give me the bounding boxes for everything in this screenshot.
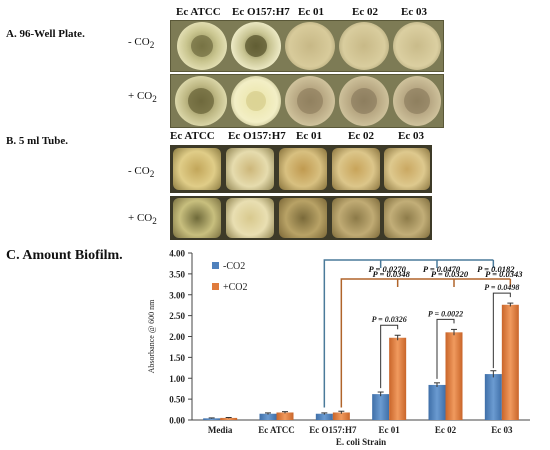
- well-plate-row-minus-co2: [170, 20, 444, 72]
- pair-pvalue-label: P = 0.0022: [428, 309, 463, 318]
- bar-minus-co2: [259, 413, 277, 420]
- y-axis-title: Absorbance @ 600 nm: [147, 299, 156, 374]
- y-tick-label: 0.00: [169, 416, 185, 426]
- bar-plus-co2: [389, 337, 407, 420]
- orange-bracket-pvalue: P = 0.0348: [372, 269, 410, 279]
- well-ec-atcc-plus: [175, 76, 227, 126]
- header-ec-atcc: Ec ATCC: [176, 6, 221, 18]
- panel-b-header-ec-03: Ec 03: [398, 130, 424, 142]
- y-tick-label: 3.50: [169, 269, 185, 279]
- bar-plus-co2: [276, 412, 294, 420]
- panel-a-row-minus: - CO2: [128, 36, 155, 51]
- header-ec-01: Ec 01: [298, 6, 324, 18]
- well-ec-02-plus: [339, 76, 389, 126]
- tube-ec-02-minus: [332, 148, 380, 190]
- y-tick-label: 3.00: [169, 290, 185, 300]
- x-tick-label: Ec 01: [379, 425, 401, 435]
- header-ec-02: Ec 02: [352, 6, 378, 18]
- tube-ec-03-minus: [384, 148, 430, 190]
- panel-b-row-plus: + CO2: [128, 212, 157, 227]
- panel-a-title: A. 96-Well Plate.: [6, 28, 85, 40]
- x-tick-label: Media: [208, 425, 233, 435]
- chart-bars: [203, 302, 519, 420]
- pair-bracket: [436, 318, 455, 379]
- panel-b-header-ec-02: Ec 02: [348, 130, 374, 142]
- legend-label-plus-co2: +CO2: [223, 282, 248, 293]
- chart-labels: 0.00 0.50 1.00 1.50 2.00 2.50 3.00 3.50 4.00 Medi…: [147, 249, 523, 448]
- bar-plus-co2: [445, 332, 463, 420]
- bar-plus-co2: [220, 417, 238, 420]
- tube-ec-o157-minus: [226, 148, 274, 190]
- bar-minus-co2: [428, 384, 446, 420]
- legend-swatch-plus-co2: [212, 283, 219, 290]
- x-tick-label: Ec 02: [435, 425, 457, 435]
- chart-legend: -CO2 +CO2: [212, 261, 248, 293]
- bar-minus-co2: [315, 413, 333, 420]
- tube-ec-atcc-minus: [173, 148, 221, 190]
- orange-bracket-pvalue: P = 0.0343: [485, 269, 523, 279]
- well-plate-row-plus-co2: [170, 74, 444, 128]
- legend-label-minus-co2: -CO2: [223, 261, 245, 272]
- tube-ec-01-plus: [279, 198, 327, 238]
- bar-minus-co2: [484, 374, 502, 420]
- header-ec-03: Ec 03: [401, 6, 427, 18]
- panel-b-header-ec-01: Ec 01: [296, 130, 322, 142]
- tube-ec-03-plus: [384, 198, 430, 238]
- bar-plus-co2: [332, 412, 350, 420]
- panel-b-row-minus: - CO2: [128, 165, 155, 180]
- y-tick-label: 0.50: [169, 395, 185, 405]
- bar-minus-co2: [203, 418, 221, 420]
- panel-b-header-ec-atcc: Ec ATCC: [170, 130, 215, 142]
- x-tick-label: Ec ATCC: [258, 425, 295, 435]
- bar-minus-co2: [372, 394, 390, 420]
- legend-swatch-minus-co2: [212, 262, 219, 269]
- header-ec-o157: Ec O157:H7: [232, 6, 290, 18]
- tube-row-minus-co2: [170, 145, 432, 193]
- well-ec-03-minus: [393, 22, 441, 70]
- blue-bracket-pvalue: P = 0.0182: [477, 264, 515, 274]
- x-tick-label: Ec O157:H7: [309, 425, 357, 435]
- panel-b-title: B. 5 ml Tube.: [6, 135, 69, 147]
- orange-bracket-pvalue: P = 0.0320: [431, 269, 469, 279]
- well-ec-03-plus: [393, 76, 441, 126]
- well-ec-01-minus: [285, 22, 335, 70]
- y-tick-label: 4.00: [169, 249, 185, 259]
- bar-plus-co2: [501, 304, 519, 420]
- x-tick-label: Ec 03: [491, 425, 513, 435]
- well-ec-atcc-minus: [177, 22, 227, 70]
- x-axis-title: E. coli Strain: [336, 437, 386, 447]
- tube-ec-01-minus: [279, 148, 327, 190]
- tube-row-plus-co2: [170, 196, 432, 240]
- well-ec-o157-plus: [231, 76, 281, 126]
- well-ec-02-minus: [339, 22, 389, 70]
- well-ec-o157-minus: [231, 22, 281, 70]
- pair-pvalue-label: P = 0.0326: [372, 315, 407, 324]
- panel-b-header-ec-o157: Ec O157:H7: [228, 130, 286, 142]
- significance-brackets: [323, 259, 512, 408]
- panel-c-title: C. Amount Biofilm.: [6, 248, 123, 263]
- blue-bracket-pvalue: P = 0.0270: [368, 264, 406, 274]
- well-ec-01-plus: [285, 76, 335, 126]
- chart-axes: [188, 252, 530, 421]
- blue-bracket-line: [323, 259, 494, 408]
- panel-a-row-plus: + CO2: [128, 90, 157, 105]
- tube-ec-o157-plus: [226, 198, 274, 238]
- y-tick-label: 2.50: [169, 311, 185, 321]
- pair-bracket: [492, 292, 511, 369]
- pair-pvalue-label: P = 0.0498: [484, 283, 519, 292]
- blue-bracket-pvalue: P = 0.0470: [423, 264, 461, 274]
- y-tick-label: 1.50: [169, 353, 185, 363]
- pair-bracket: [380, 324, 399, 389]
- y-tick-label: 2.00: [169, 332, 185, 342]
- tube-ec-02-plus: [332, 198, 380, 238]
- y-tick-label: 1.00: [169, 374, 185, 384]
- tube-ec-atcc-plus: [173, 198, 221, 238]
